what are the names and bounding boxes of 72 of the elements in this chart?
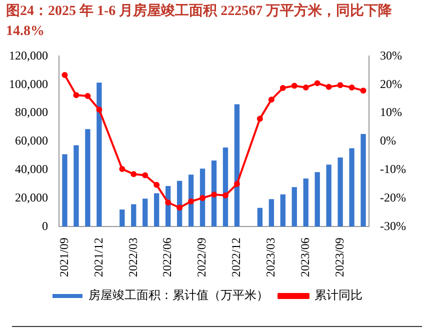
point (62, 72, 68, 78)
point (291, 82, 298, 89)
y-tick-label: 120,000 (9, 48, 48, 62)
legend-label: 累计同比 (314, 288, 362, 302)
x-tick-label: 2023/06 (298, 238, 312, 278)
bar (74, 145, 79, 227)
point (234, 181, 240, 188)
bar (131, 204, 136, 227)
y-tick-label: 100,000 (9, 76, 48, 91)
point (154, 182, 160, 188)
point (130, 171, 137, 178)
bar (234, 104, 240, 227)
y-tick-label: 20,000 (15, 190, 48, 204)
y2-tick-label: 10% (380, 105, 402, 120)
y-tick-label: 80,000 (15, 105, 48, 120)
y2-tick-label: -20% (380, 190, 406, 204)
bar (120, 209, 125, 227)
point (348, 84, 355, 90)
y2-tick-label: 20% (380, 76, 402, 91)
legend-label: 房屋竣工面积：累计值（万平米） (88, 288, 268, 302)
y-tick-label: 60,000 (15, 134, 48, 148)
point (302, 84, 309, 90)
point (211, 192, 218, 198)
point (119, 166, 126, 172)
point (176, 204, 183, 211)
bar (292, 187, 297, 227)
x-tick-label: 2022/12 (229, 238, 244, 278)
point (337, 82, 344, 88)
y2-tick-label: 0% (380, 134, 396, 148)
x-tick-label: 2022/09 (194, 238, 209, 278)
point (280, 85, 286, 92)
point (200, 194, 206, 201)
bar (268, 199, 274, 227)
point (73, 92, 80, 98)
bar (211, 160, 217, 227)
point (256, 116, 263, 122)
point (96, 106, 102, 113)
bar (222, 148, 228, 227)
x-tick-label: 2022/03 (126, 238, 140, 278)
point (84, 92, 91, 99)
bar (96, 82, 102, 227)
point (326, 84, 332, 90)
y-tick-label: 0 (42, 218, 48, 233)
point (142, 172, 148, 178)
bar (314, 172, 320, 227)
point (222, 192, 228, 198)
y2-tick-label: -30% (380, 218, 406, 233)
x-tick-label: 2021/09 (56, 238, 71, 278)
bar (257, 208, 263, 227)
point (360, 88, 366, 94)
bar (85, 129, 90, 227)
point (268, 96, 274, 103)
bar (142, 198, 148, 227)
bar (280, 194, 286, 227)
bar (62, 154, 68, 227)
bar (303, 178, 308, 227)
bar (349, 148, 354, 227)
bar (338, 157, 343, 227)
x-tick-label: 2023/03 (264, 238, 278, 278)
point (314, 80, 320, 86)
bar (154, 193, 160, 227)
y-tick-label: 40,000 (15, 162, 48, 176)
x-tick-label: 2021/12 (91, 238, 106, 278)
x-tick-label: 2023/09 (332, 238, 346, 278)
x-tick-label: 2022/06 (160, 238, 174, 278)
point (165, 200, 172, 206)
chart-title: 图24：2025 年 1-6 月房屋竣工面积 222567 万平方米，同比下降 14.8% (5, 2, 394, 41)
y2-tick-label: 30% (380, 48, 402, 62)
bar (360, 134, 366, 227)
point (188, 198, 194, 204)
y2-tick-label: -10% (380, 162, 406, 176)
bar (326, 164, 332, 227)
